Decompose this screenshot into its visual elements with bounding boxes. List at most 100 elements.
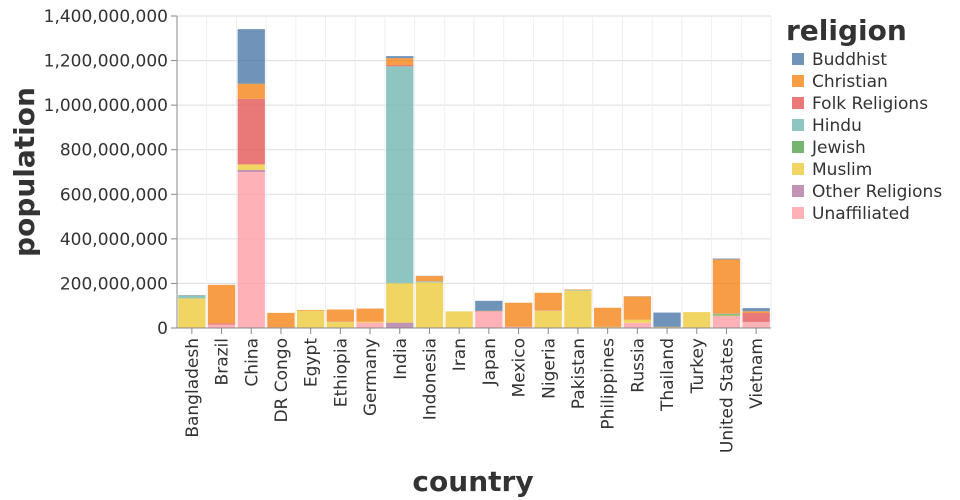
bar-segment	[712, 314, 741, 316]
bar-segment	[356, 308, 384, 322]
legend-swatch	[792, 97, 804, 109]
bar-segment	[712, 315, 741, 317]
bar-segment	[386, 65, 414, 67]
x-tick-label: Indonesia	[420, 338, 440, 420]
x-tick-label: Bangladesh	[183, 338, 203, 438]
bar-segment	[237, 29, 265, 84]
x-tick-label: India	[391, 338, 411, 380]
legend-label: Muslim	[812, 160, 872, 180]
x-tick-label: Thailand	[658, 338, 678, 412]
x-tick-label: Russia	[628, 338, 648, 393]
bar-segment	[564, 290, 592, 291]
bar-segment	[237, 169, 265, 172]
bar-segment	[742, 308, 770, 312]
x-tick-label: Philippines	[599, 338, 619, 430]
x-tick-label: United States	[717, 338, 737, 453]
bar-segment	[237, 98, 265, 165]
legend-swatch	[792, 75, 804, 87]
x-tick-label: Germany	[361, 338, 381, 416]
bar-segment	[504, 326, 533, 328]
legend-label: Other Religions	[812, 182, 942, 202]
x-tick-label: Brazil	[213, 338, 233, 385]
grid	[176, 15, 772, 329]
x-tick-label: Pakistan	[569, 338, 589, 409]
bar-segment	[712, 259, 741, 314]
bar-segment	[445, 311, 473, 328]
x-tick-label: Turkey	[688, 338, 708, 394]
bar-segment	[564, 289, 592, 291]
x-axis-title: country	[412, 465, 533, 498]
y-tick-label: 600,000,000	[60, 185, 168, 205]
legend-label: Unaffiliated	[812, 204, 910, 224]
legend-label: Jewish	[811, 138, 866, 158]
bar-segment	[207, 323, 236, 325]
bar-segment	[326, 321, 355, 328]
legend-label: Christian	[812, 72, 888, 92]
bar-segment	[742, 322, 770, 328]
bar-segment	[296, 310, 325, 328]
bar-segment	[386, 58, 414, 66]
bar-segment	[712, 316, 741, 328]
bar-segment	[623, 322, 652, 328]
bar-segment	[237, 164, 265, 170]
bars	[178, 29, 770, 328]
bar-segment	[207, 324, 236, 328]
bar-segment	[504, 302, 533, 327]
bar-segment	[386, 322, 414, 328]
bar-segment	[415, 281, 444, 283]
bar-segment	[178, 298, 206, 328]
bar-segment	[683, 312, 711, 328]
x-tick-label: Egypt	[302, 338, 322, 387]
bar-segment	[296, 309, 325, 311]
bar-segment	[623, 296, 652, 320]
legend-swatch	[792, 53, 804, 65]
y-tick-label: 200,000,000	[60, 274, 168, 294]
legend-swatch	[792, 141, 804, 153]
bar-segment	[326, 309, 355, 322]
y-tick-label: 0	[157, 319, 168, 339]
bar-segment	[564, 290, 592, 328]
x-tick-label: Ethiopia	[331, 338, 351, 407]
bar-segment	[386, 283, 414, 323]
x-tick-label: Iran	[450, 338, 470, 371]
bar-segment	[415, 282, 444, 328]
y-tick-label: 1,400,000,000	[44, 7, 168, 27]
legend-swatch	[792, 163, 804, 175]
bar-segment	[237, 83, 265, 99]
axes: 0 200,000,000 400,000,000 600,000,000 800,00…	[44, 7, 771, 453]
bar-segment	[415, 276, 444, 282]
bar-segment	[593, 307, 622, 327]
bar-segment	[475, 300, 503, 311]
x-tick-label: DR Congo	[272, 338, 292, 423]
bar-segment	[267, 312, 295, 328]
legend-swatch	[792, 185, 804, 197]
bar-segment	[386, 66, 414, 284]
legend-label: Folk Religions	[812, 94, 928, 114]
bar-segment	[356, 322, 384, 328]
y-tick-label: 400,000,000	[60, 230, 168, 250]
legend-label: Hindu	[812, 116, 862, 136]
y-tick-label: 1,000,000,000	[44, 96, 168, 116]
bar-segment	[742, 313, 770, 322]
bar-segment	[623, 319, 652, 323]
y-tick-label: 800,000,000	[60, 141, 168, 161]
x-tick-label: Nigeria	[539, 338, 559, 399]
legend-swatch	[792, 119, 804, 131]
x-tick-label: China	[242, 338, 262, 387]
bar-segment	[178, 295, 206, 299]
bar-segment	[534, 292, 562, 311]
bar-segment	[207, 284, 236, 324]
y-axis-title: population	[8, 87, 41, 257]
legend-title: religion	[786, 14, 907, 47]
legend-swatch	[792, 207, 804, 219]
bar-segment	[237, 172, 265, 328]
bar-segment	[356, 321, 384, 323]
legend-label: Buddhist	[812, 50, 887, 70]
y-tick-label: 1,200,000,000	[44, 52, 168, 72]
x-tick-label: Japan	[480, 338, 500, 386]
bar-segment	[475, 311, 503, 328]
bar-segment	[712, 258, 741, 260]
bar-segment	[593, 326, 622, 328]
